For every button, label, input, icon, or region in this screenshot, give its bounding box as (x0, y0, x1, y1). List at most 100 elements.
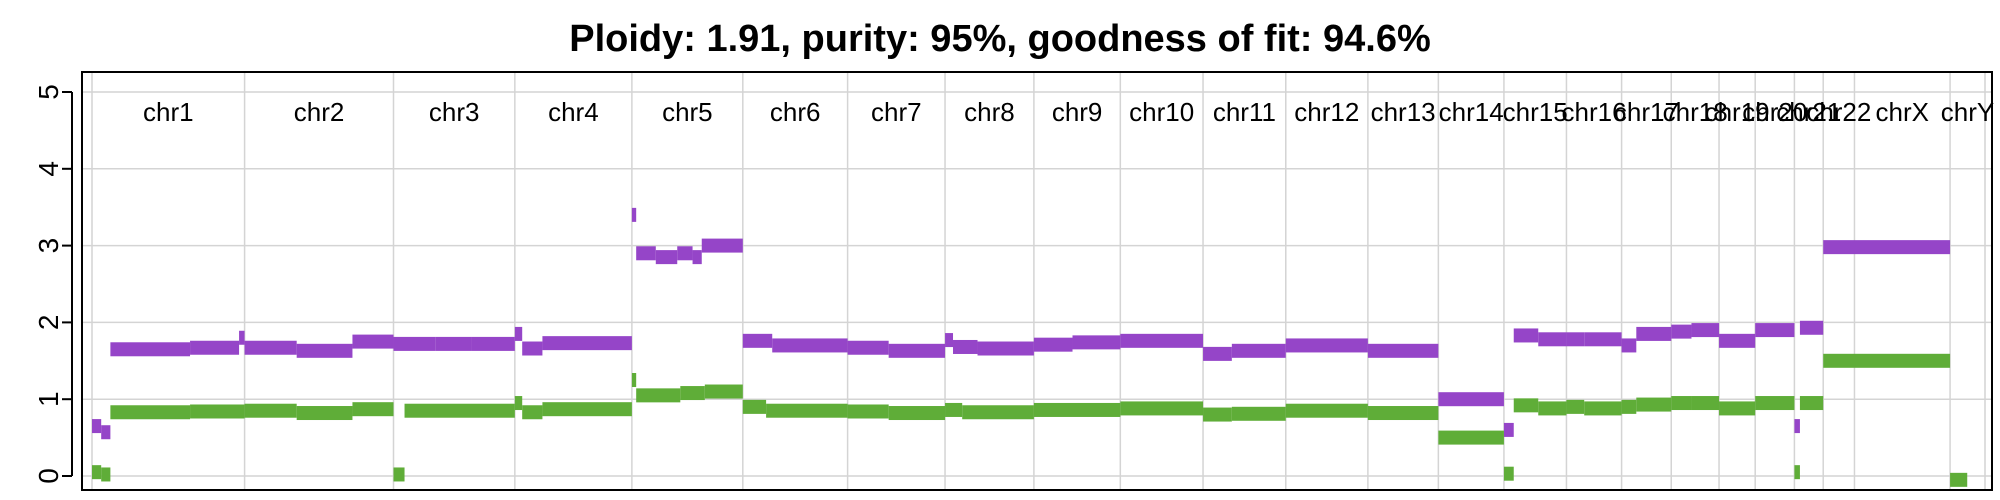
copy-number-segment (1691, 396, 1720, 411)
copy-number-segment (110, 342, 191, 357)
copy-number-segment (514, 396, 523, 411)
y-tick-label: 2 (33, 315, 64, 331)
copy-number-segment (704, 384, 743, 399)
copy-number-segment (1636, 326, 1672, 341)
copy-number-segment (701, 238, 743, 253)
y-tick-label: 4 (33, 161, 64, 177)
copy-number-segment (636, 246, 656, 261)
copy-number-segment (101, 467, 111, 482)
copy-number-segment (542, 336, 632, 351)
copy-number-segment (1033, 337, 1073, 352)
copy-number-segment (977, 341, 1034, 356)
copy-number-segment (435, 336, 472, 351)
copy-number-segment (1120, 401, 1204, 416)
copy-number-segment (631, 373, 637, 387)
copy-number-segment (393, 336, 436, 351)
copy-number-segment (1438, 430, 1504, 445)
copy-number-segment (1584, 332, 1622, 347)
chromosome-label: chr7 (871, 97, 922, 127)
chromosome-label: chr19 (1705, 97, 1770, 127)
copy-number-segment (1203, 407, 1232, 422)
chromosome-label: chr15 (1503, 97, 1568, 127)
copy-number-segment (1503, 422, 1514, 437)
copy-number-segment (1367, 406, 1439, 421)
copy-number-segment (352, 334, 394, 349)
copy-number-segment (244, 340, 297, 355)
copy-number-segment (1438, 392, 1504, 407)
grid-layer (82, 72, 1992, 490)
copy-number-segment (1120, 333, 1204, 348)
copy-number-segment (742, 333, 773, 348)
copy-number-segment (772, 338, 848, 353)
copy-number-segment (244, 403, 297, 418)
chromosome-label: chr11 (1213, 97, 1276, 127)
chromosome-label: chr9 (1052, 97, 1103, 127)
copy-number-segment (1513, 398, 1539, 413)
copy-number-segment (1719, 401, 1756, 416)
copy-number-segment (190, 404, 245, 419)
copy-number-segment (1231, 406, 1286, 421)
copy-number-segment (1285, 403, 1368, 418)
chromosome-label: chr10 (1129, 97, 1194, 127)
copy-number-segment (1072, 335, 1121, 350)
chromosome-label: chr3 (429, 97, 480, 127)
copy-number-segment (1513, 328, 1539, 343)
chromosome-label: chr8 (964, 97, 1015, 127)
copy-number-segment (1621, 338, 1637, 353)
copy-number-segment (190, 340, 240, 355)
copy-number-segment (1671, 396, 1692, 411)
copy-number-segment (393, 467, 405, 482)
copy-number-segment (1636, 397, 1672, 412)
y-axis: 0 1 2 3 4 5 (33, 84, 73, 484)
copy-number-segment (1755, 323, 1795, 338)
chromosome-label: chr16 (1561, 97, 1626, 127)
copy-number-segment (847, 404, 889, 419)
copy-number-segment (888, 406, 946, 421)
copy-number-segment (945, 402, 963, 417)
copy-number-segment (1719, 333, 1756, 348)
copy-number-segment (945, 333, 954, 348)
copy-number-segment (1566, 332, 1585, 347)
copy-number-segment (239, 330, 245, 345)
chromosome-label: chr22 (1806, 97, 1871, 127)
copy-number-segment (92, 465, 102, 480)
copy-number-segment (1755, 396, 1795, 411)
copy-number-segment (522, 341, 543, 356)
chromosome-label: chr17 (1614, 97, 1679, 127)
copy-number-segment (101, 425, 111, 440)
copy-number-segment (1203, 346, 1232, 361)
chromosome-label: chr2 (294, 97, 345, 127)
copy-number-segment (1538, 401, 1567, 416)
copy-number-segment (680, 386, 705, 401)
copy-number-segment (1950, 472, 1968, 487)
copy-number-segment (1691, 323, 1720, 338)
copy-number-segment (962, 405, 1034, 420)
copy-number-segment (92, 419, 102, 434)
copy-number-segment (1823, 353, 1951, 368)
copy-number-segment (296, 343, 353, 358)
series-1 (92, 353, 1968, 487)
copy-number-segment (636, 388, 681, 403)
series-0 (92, 207, 1951, 440)
chromosome-label: chr21 (1776, 97, 1841, 127)
copy-number-segment (471, 336, 515, 351)
y-tick-label: 1 (33, 391, 64, 407)
chromosome-label: chr18 (1663, 97, 1728, 127)
copy-number-segment (1566, 399, 1585, 414)
copy-number-segment (1584, 401, 1622, 416)
copy-number-segment (1285, 338, 1368, 353)
chromosome-label: chr13 (1371, 97, 1436, 127)
y-tick-label: 5 (33, 84, 64, 100)
chart-title: Ploidy: 1.91, purity: 95%, goodness of f… (569, 18, 1431, 60)
copy-number-segment (296, 406, 353, 421)
copy-number-segment (888, 343, 946, 358)
chromosome-label: chrX (1876, 97, 1929, 127)
copy-number-segment (1823, 240, 1951, 255)
y-tick-label: 0 (33, 468, 64, 484)
copy-number-segment (847, 340, 889, 355)
plot-frame (81, 71, 1993, 491)
copy-number-segment (110, 405, 191, 420)
copy-number-segment (404, 403, 515, 418)
copy-number-segment (1367, 343, 1439, 358)
